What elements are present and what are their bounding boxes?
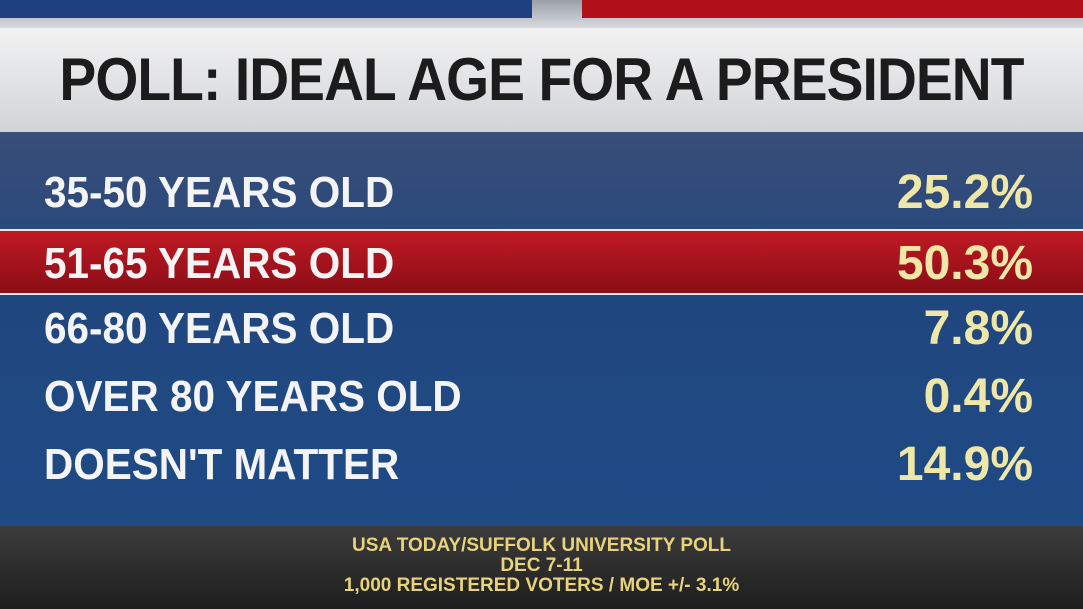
row-label: 51-65 YEARS OLD [44,239,395,288]
title: POLL: IDEAL AGE FOR A PRESIDENT [59,46,1024,113]
title-band [0,28,1083,132]
footer [0,526,1083,609]
table-row: 66-80 YEARS OLD 7.8% [0,296,1083,362]
row-label: OVER 80 YEARS OLD [44,372,462,421]
table-row: 35-50 YEARS OLD 25.2% [0,160,1083,226]
footer-line: DEC 7-11 [500,555,583,576]
row-label: 35-50 YEARS OLD [44,168,395,217]
top-red-bar [582,0,1083,18]
row-value: 0.4% [923,370,1033,423]
results-panel [0,132,1083,526]
table-row: DOESN'T MATTER 14.9% [0,432,1083,498]
footer-line: USA TODAY/SUFFOLK UNIVERSITY POLL [352,535,731,556]
row-value: 50.3% [896,237,1033,290]
top-blue-bar [0,0,532,18]
row-label: 66-80 YEARS OLD [44,304,395,353]
row-value: 14.9% [896,438,1033,491]
table-row: 51-65 YEARS OLD 50.3% [0,229,1083,295]
table-row: OVER 80 YEARS OLD 0.4% [0,364,1083,430]
footer-line: 1,000 REGISTERED VOTERS / MOE +/- 3.1% [343,575,740,596]
row-label: DOESN'T MATTER [44,440,400,489]
row-value: 25.2% [896,166,1033,219]
row-value: 7.8% [923,302,1033,355]
